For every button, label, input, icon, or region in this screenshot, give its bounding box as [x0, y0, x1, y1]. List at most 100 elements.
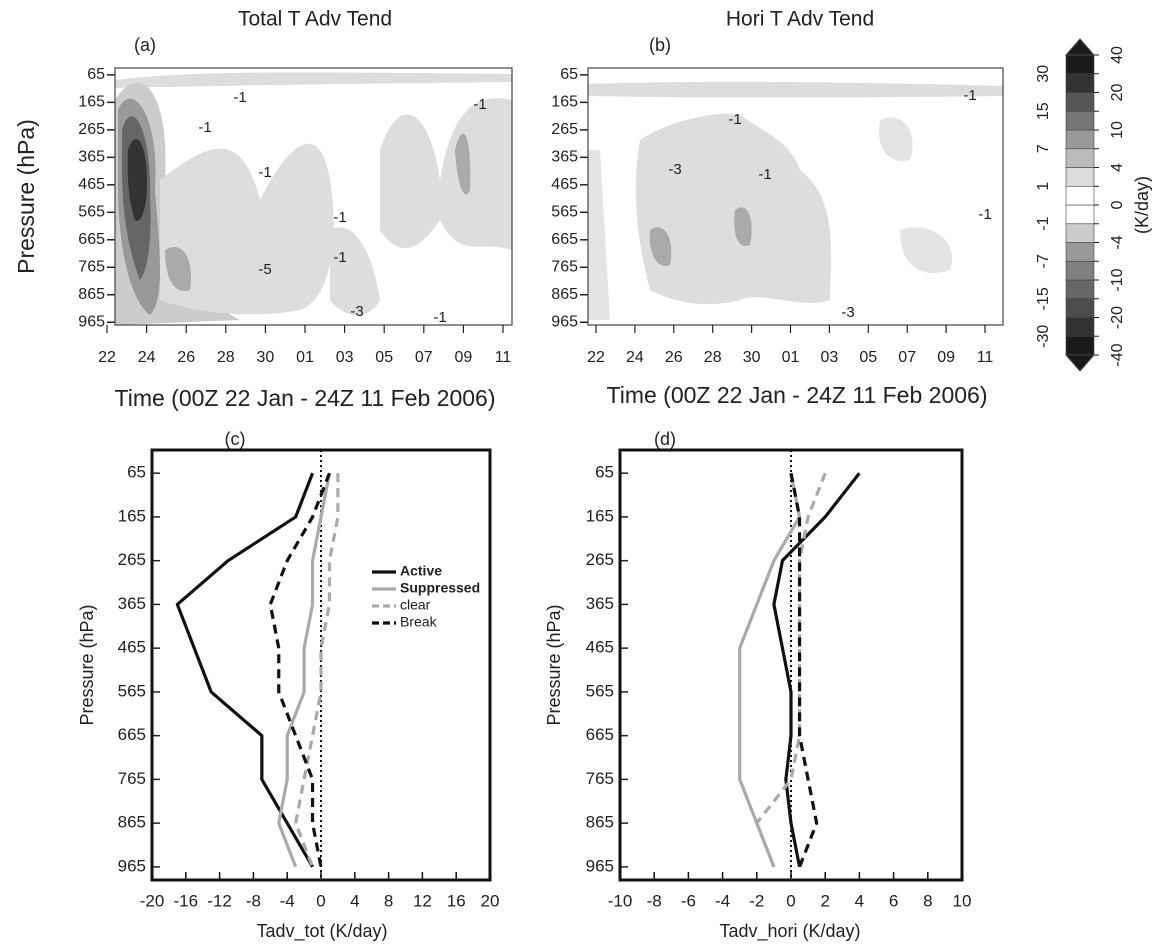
- y-tick-label: 365: [586, 594, 614, 613]
- x-tick-label: 09: [937, 349, 955, 366]
- x-tick-label: -4: [280, 891, 295, 910]
- x-tick-label: -2: [749, 891, 764, 910]
- x-tick-label: 6: [889, 891, 898, 910]
- x-axis-label: Tadv_hori (K/day): [719, 921, 860, 942]
- x-tick-label: 30: [743, 349, 761, 366]
- series-line: [268, 472, 331, 868]
- series-line: [294, 473, 340, 868]
- x-axis-label: Time (00Z 22 Jan - 24Z 11 Feb 2006): [115, 385, 496, 411]
- x-tick-label: 28: [217, 349, 235, 366]
- x-tick-label: -6: [681, 891, 696, 910]
- x-tick-label: 26: [665, 349, 683, 366]
- y-tick-label: 965: [78, 313, 105, 330]
- y-tick-label: 165: [551, 94, 578, 111]
- x-tick-label: 10: [953, 891, 972, 910]
- legend-label: Active: [400, 563, 442, 579]
- x-tick-label: 8: [923, 891, 932, 910]
- colorbar-swatch: [1065, 279, 1095, 300]
- y-tick-label: 365: [118, 594, 146, 613]
- series-line: [789, 472, 819, 868]
- colorbar-arrow: [1064, 354, 1096, 372]
- colorbar-swatch: [1065, 298, 1095, 318]
- y-tick-label: 65: [560, 66, 578, 83]
- colorbar-tick-label: 40: [1109, 46, 1126, 64]
- y-axis-label: Pressure (hPa): [544, 604, 564, 725]
- x-tick-label: 05: [375, 349, 393, 366]
- x-tick-label: 2: [820, 891, 829, 910]
- y-tick-label: 565: [118, 681, 146, 700]
- x-tick-label: 12: [413, 891, 432, 910]
- contour-label: -1: [333, 209, 346, 226]
- contour-label: -1: [978, 206, 991, 223]
- contour-label: -3: [668, 161, 681, 178]
- series-line: [772, 472, 861, 868]
- contour-label: -1: [233, 89, 246, 106]
- colorbar-tick-label: 30: [1035, 65, 1052, 83]
- chart-title: Hori T Adv Tend: [726, 8, 874, 31]
- x-tick-label: 16: [447, 891, 466, 910]
- legend-label: Break: [400, 614, 438, 630]
- colorbar-swatch: [1065, 242, 1095, 262]
- contour-label: -1: [963, 87, 976, 104]
- colorbar-tick-label: 15: [1035, 102, 1052, 120]
- x-tick-label: 0: [786, 891, 795, 910]
- x-tick-label: 09: [455, 349, 473, 366]
- colorbar-tick-label: 10: [1109, 121, 1126, 139]
- y-tick-label: 365: [551, 149, 578, 166]
- colorbar-tick-label: 7: [1035, 144, 1052, 153]
- x-tick-label: 03: [821, 349, 839, 366]
- colorbar-swatch: [1065, 185, 1095, 206]
- contour-label: -1: [198, 119, 211, 136]
- y-tick-label: 265: [118, 550, 146, 569]
- x-tick-label: 20: [481, 891, 500, 910]
- y-tick-label: 465: [118, 638, 146, 657]
- colorbar-swatch: [1065, 317, 1095, 337]
- legend-label: clear: [400, 597, 431, 613]
- y-tick-label: 965: [586, 856, 614, 875]
- colorbar-label: (K/day): [1132, 176, 1152, 234]
- panel-label: (b): [649, 35, 671, 55]
- y-axis-label: Pressure (hPa): [13, 119, 39, 274]
- x-tick-label: -16: [174, 891, 199, 910]
- y-tick-label: 465: [78, 176, 105, 193]
- colorbar-tick-label: 0: [1109, 200, 1126, 209]
- contour-label: -1: [333, 249, 346, 266]
- panel-label: (a): [134, 35, 156, 55]
- colorbar-tick-label: 20: [1109, 84, 1126, 102]
- x-tick-label: 07: [415, 349, 433, 366]
- x-tick-label: 07: [898, 349, 916, 366]
- y-tick-label: 565: [78, 204, 105, 221]
- colorbar-swatch: [1065, 54, 1095, 75]
- y-tick-label: 465: [551, 176, 578, 193]
- y-tick-label: 665: [118, 725, 146, 744]
- plot-frame: [114, 67, 513, 326]
- colorbar-swatch: [1065, 260, 1095, 281]
- x-tick-label: 0: [316, 891, 325, 910]
- x-tick-label: 01: [296, 349, 314, 366]
- x-tick-label: 26: [177, 349, 195, 366]
- y-tick-label: 665: [78, 231, 105, 248]
- y-tick-label: 765: [118, 769, 146, 788]
- colorbar-tick-label: -1: [1035, 217, 1052, 231]
- y-tick-label: 765: [78, 258, 105, 275]
- contour-label: -1: [433, 309, 446, 326]
- colorbar-tick-label: -4: [1109, 235, 1126, 249]
- panel-label: (d): [654, 429, 676, 449]
- x-tick-label: 22: [587, 349, 605, 366]
- x-tick-label: 22: [98, 349, 116, 366]
- colorbar-swatch: [1065, 204, 1095, 225]
- y-axis-label: Pressure (hPa): [77, 604, 97, 725]
- y-tick-label: 965: [551, 313, 578, 330]
- contour-label: -3: [841, 304, 854, 321]
- series-line: [277, 472, 332, 868]
- y-tick-label: 865: [78, 286, 105, 303]
- contour-label: -1: [728, 111, 741, 128]
- contour-field: [588, 81, 1003, 320]
- colorbar-tick-label: 4: [1109, 163, 1126, 172]
- colorbar-swatch: [1065, 167, 1095, 187]
- colorbar-tick-label: -40: [1109, 343, 1126, 366]
- contour-label: -5: [258, 261, 271, 278]
- x-tick-label: 24: [138, 349, 156, 366]
